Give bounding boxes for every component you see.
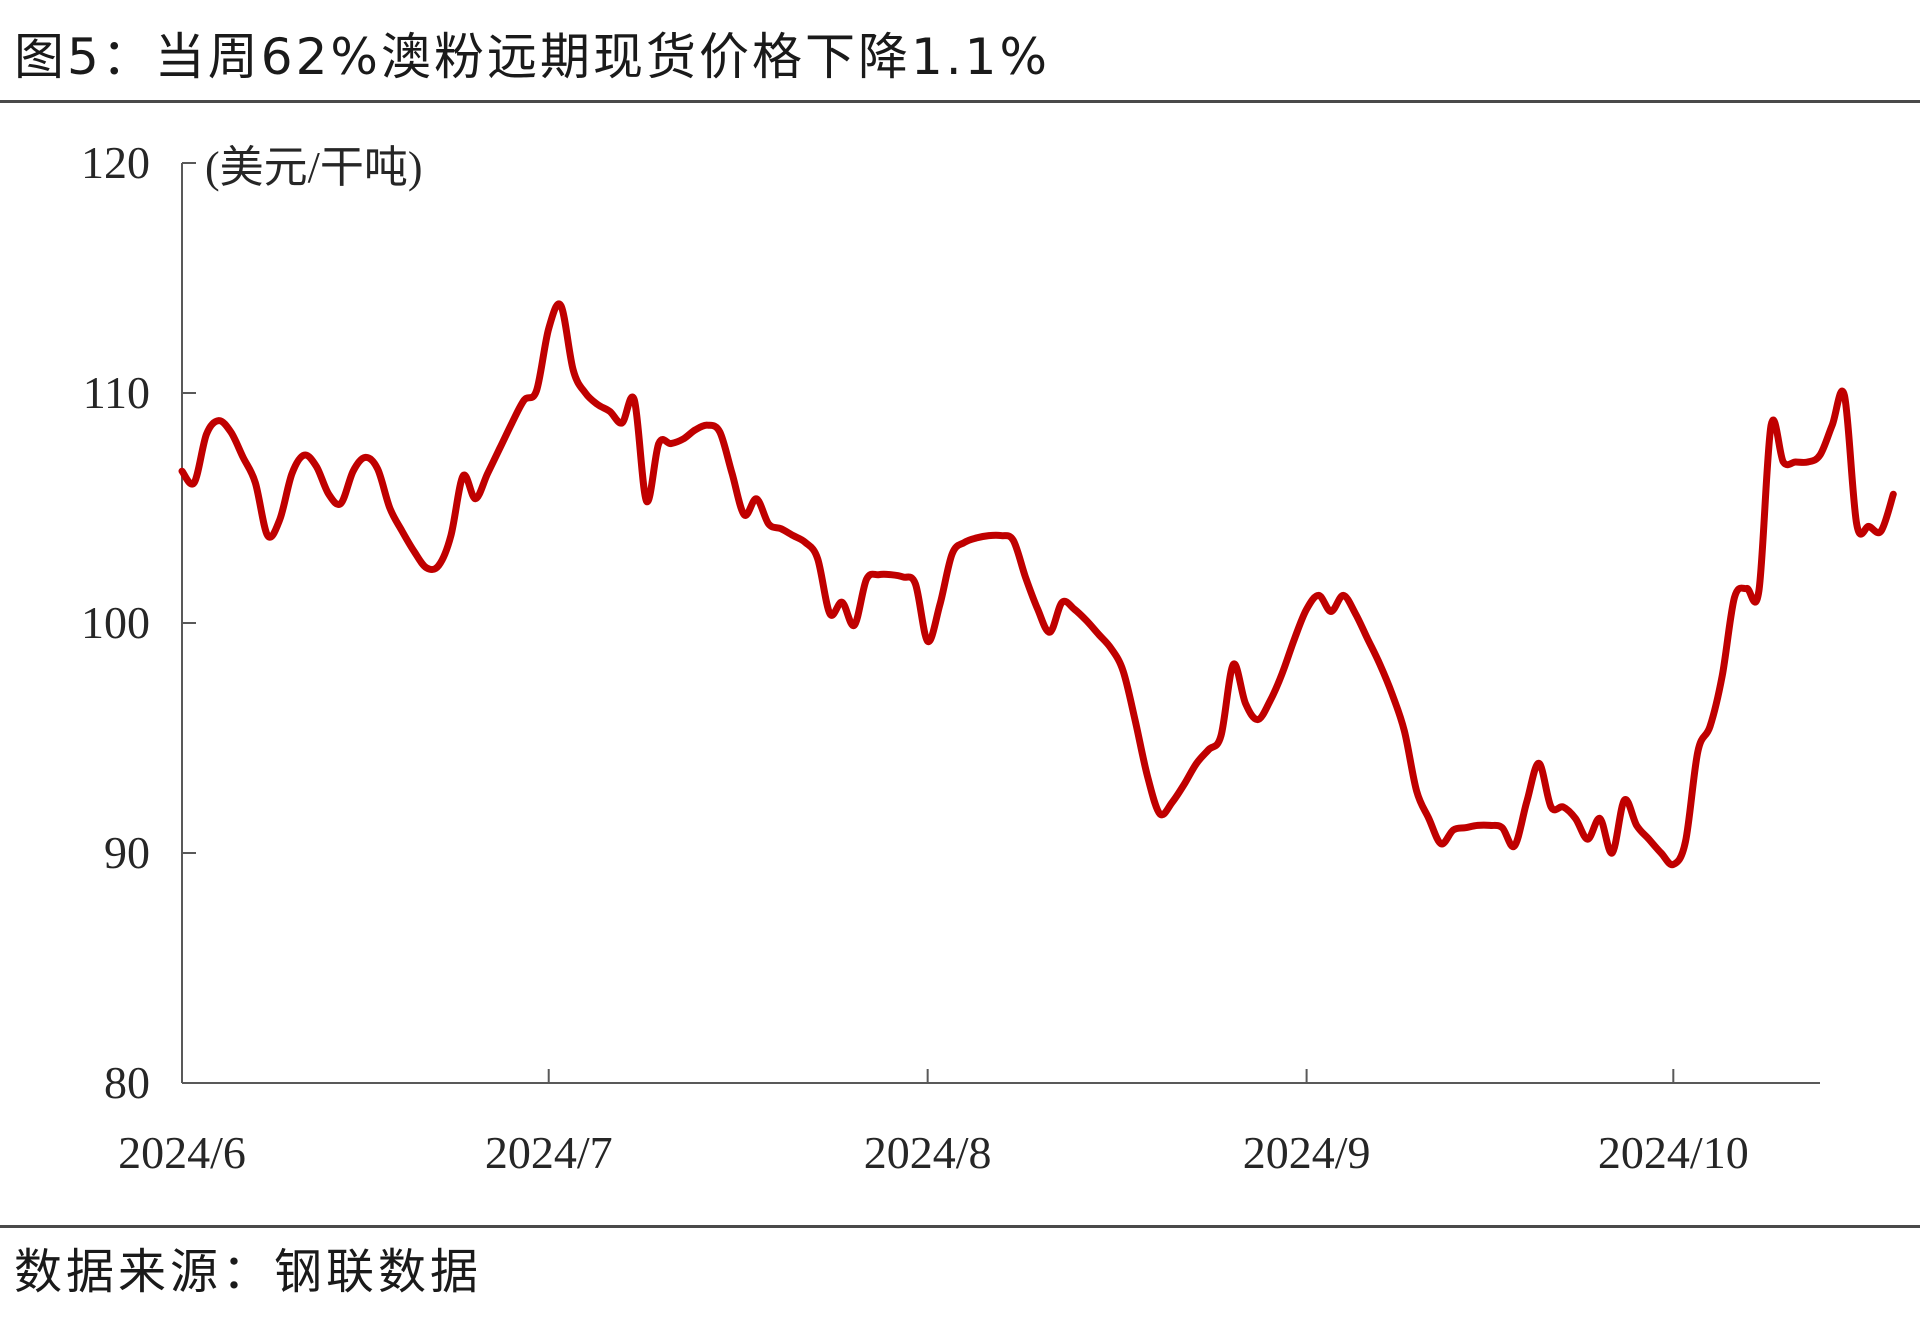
y-tick-label: 120 [81, 137, 150, 188]
series-layer [178, 300, 1897, 869]
title-divider [0, 100, 1920, 103]
y-tick-label: 100 [81, 597, 150, 648]
y-unit-label: (美元/干吨) [205, 143, 423, 192]
data-source: 数据来源：钢联数据 [14, 1244, 483, 1300]
y-tick-label: 90 [104, 827, 150, 878]
y-tick-label: 80 [104, 1057, 150, 1108]
price-series-line [178, 300, 1897, 869]
source-divider [0, 1225, 1920, 1228]
axes: 80 90 100 110 120 2024/6 2024/7 2024/8 2024/9 202… [81, 137, 1820, 1178]
x-tick-label: 2024/8 [864, 1127, 992, 1178]
x-tick-label: 2024/9 [1243, 1127, 1371, 1178]
x-tick-label: 2024/7 [485, 1127, 613, 1178]
chart-title: 图5：当周62%澳粉远期现货价格下降1.1% [14, 28, 1050, 86]
x-tick-label: 2024/6 [118, 1127, 246, 1178]
y-tick-label: 110 [83, 367, 150, 418]
x-tick-label: 2024/10 [1598, 1127, 1749, 1178]
